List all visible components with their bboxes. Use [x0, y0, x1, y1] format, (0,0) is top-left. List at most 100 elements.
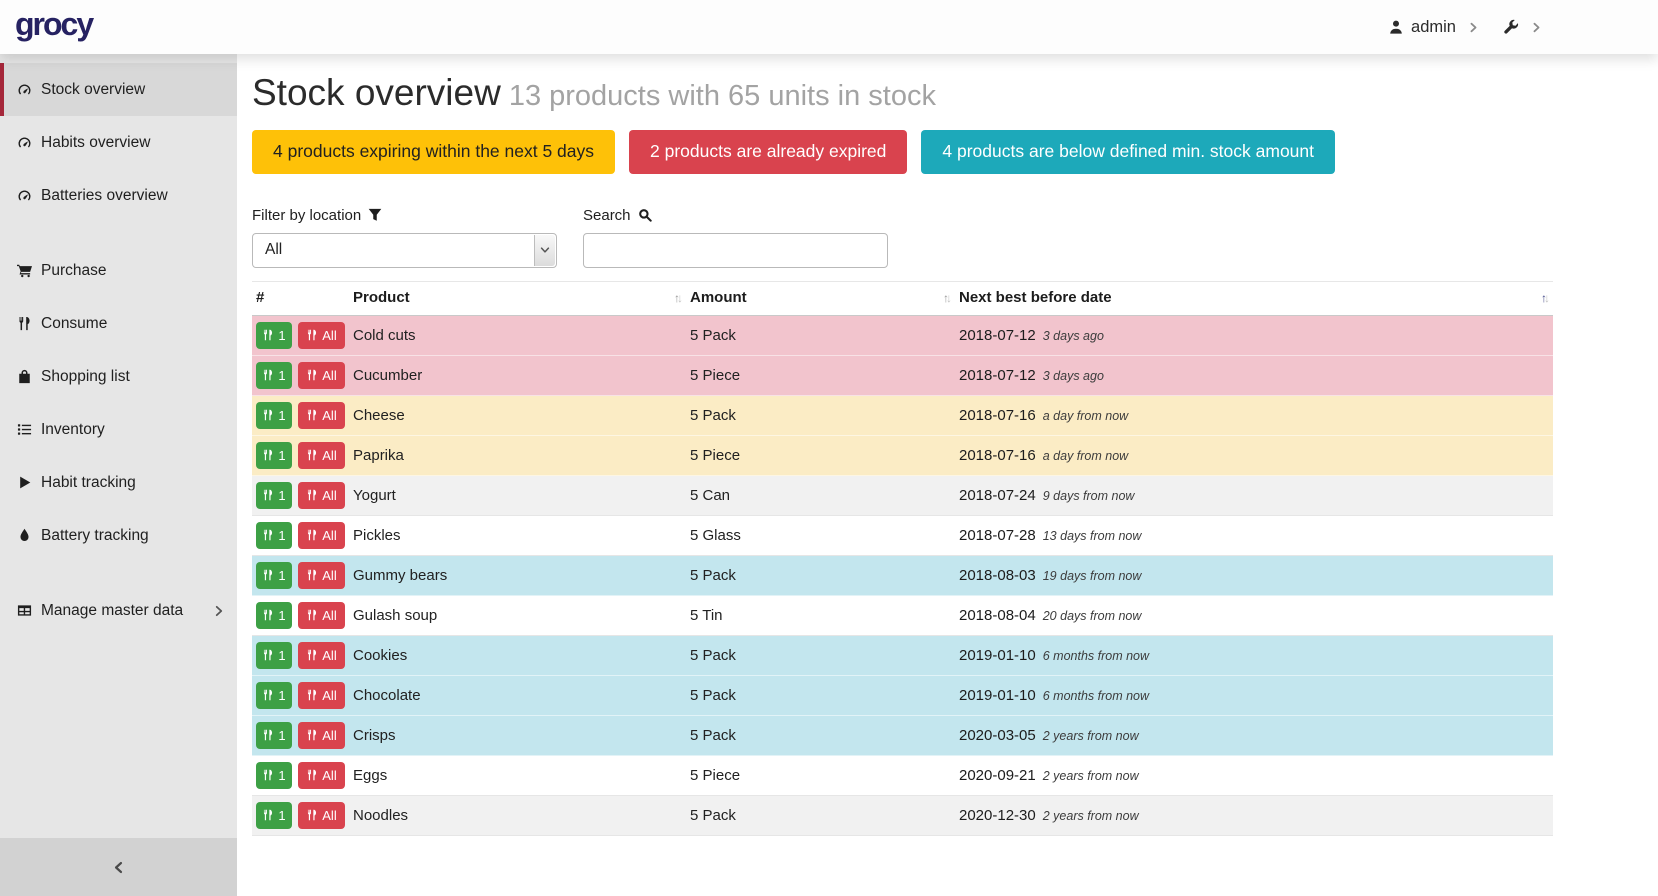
- table-row: 1 All Cold cuts 5 Pack 2018-07-12 3 days …: [252, 315, 1553, 356]
- best-before-date: 2018-08-04: [959, 606, 1036, 624]
- relative-time: a day from now: [1042, 408, 1129, 423]
- table-row: 1 All Cheese 5 Pack 2018-07-16 a day from…: [252, 395, 1553, 436]
- consume-one-button[interactable]: 1: [256, 721, 292, 749]
- sidebar-item-inventory[interactable]: Inventory: [0, 403, 237, 456]
- consume-one-button[interactable]: 1: [256, 681, 292, 709]
- consume-one-button[interactable]: 1: [256, 441, 292, 469]
- amount-cell: 5 Glass: [690, 526, 741, 544]
- table-row: 1 All Pickles 5 Glass 2018-07-28 13 days …: [252, 515, 1553, 556]
- best-before-cell: 2019-01-10 6 months from now: [955, 635, 1553, 675]
- sidebar-item-shopping-list[interactable]: Shopping list: [0, 350, 237, 403]
- filter-by-location-label: Filter by location: [252, 207, 557, 224]
- consume-all-button[interactable]: All: [298, 321, 345, 349]
- cutlery-icon: [17, 316, 32, 331]
- sidebar-item-battery-tracking[interactable]: Battery tracking: [0, 509, 237, 562]
- consume-all-button[interactable]: All: [298, 761, 345, 789]
- column-header-best-before[interactable]: Next best before date ↑↓: [955, 280, 1553, 316]
- consume-all-button[interactable]: All: [298, 441, 345, 469]
- relative-time: 9 days from now: [1042, 488, 1135, 503]
- consume-all-button[interactable]: All: [298, 521, 345, 549]
- consume-all-button[interactable]: All: [298, 561, 345, 589]
- cutlery-icon: [262, 729, 274, 741]
- consume-one-button[interactable]: 1: [256, 601, 292, 629]
- status-badge[interactable]: 4 products are below defined min. stock …: [921, 129, 1335, 174]
- cutlery-icon: [306, 769, 318, 781]
- cutlery-icon: [306, 489, 318, 501]
- consume-all-button[interactable]: All: [298, 721, 345, 749]
- sidebar-item-habit-tracking[interactable]: Habit tracking: [0, 456, 237, 509]
- cutlery-icon: [262, 449, 274, 461]
- chevron-left-icon: [112, 861, 125, 874]
- relative-time: 6 months from now: [1042, 648, 1150, 663]
- sidebar: Stock overview Habits overview Batteries o…: [0, 54, 237, 896]
- chevron-right-icon[interactable]: [1468, 22, 1479, 33]
- sort-icon[interactable]: ↑↓: [943, 290, 952, 305]
- search-input[interactable]: [583, 232, 888, 268]
- cutlery-icon: [262, 529, 274, 541]
- table-row: 1 All Gummy bears 5 Pack 2018-08-03 19 da…: [252, 555, 1553, 596]
- best-before-cell: 2020-03-05 2 years from now: [955, 715, 1553, 755]
- consume-one-button[interactable]: 1: [256, 321, 292, 349]
- consume-one-button[interactable]: 1: [256, 401, 292, 429]
- status-badge[interactable]: 2 products are already expired: [629, 129, 908, 174]
- sidebar-item-purchase[interactable]: Purchase: [0, 244, 237, 297]
- sidebar-item-label: Manage master data: [41, 601, 184, 619]
- status-badge[interactable]: 4 products expiring within the next 5 da…: [252, 129, 616, 174]
- consume-all-button[interactable]: All: [298, 401, 345, 429]
- consume-all-button[interactable]: All: [298, 641, 345, 669]
- consume-one-button[interactable]: 1: [256, 361, 292, 389]
- sidebar-actions-group: Purchase Consume Shopping list Inventory Hab…: [0, 244, 237, 562]
- consume-all-button[interactable]: All: [298, 801, 345, 829]
- sidebar-item-label: Habits overview: [41, 133, 151, 151]
- consume-all-button[interactable]: All: [298, 361, 345, 389]
- sidebar-item-consume[interactable]: Consume: [0, 297, 237, 350]
- search-label: Search: [583, 207, 888, 224]
- sidebar-item-batteries-overview[interactable]: Batteries overview: [0, 169, 237, 222]
- product-name: Eggs: [353, 766, 388, 784]
- filter-icon: [368, 208, 382, 222]
- best-before-cell: 2018-07-24 9 days from now: [955, 475, 1553, 515]
- bag-icon: [17, 369, 32, 384]
- sidebar-item-manage-master-data[interactable]: Manage master data: [0, 584, 237, 637]
- settings-menu[interactable]: [1503, 19, 1519, 35]
- location-filter-select[interactable]: All: [252, 232, 557, 268]
- sidebar-item-label: Batteries overview: [41, 186, 168, 204]
- consume-one-button[interactable]: 1: [256, 641, 292, 669]
- product-name: Cucumber: [353, 366, 423, 384]
- top-bar: grocy admin: [0, 0, 1658, 54]
- cutlery-icon: [262, 409, 274, 421]
- consume-one-button[interactable]: 1: [256, 521, 292, 549]
- relative-time: 2 years from now: [1042, 808, 1139, 823]
- best-before-cell: 2020-12-30 2 years from now: [955, 795, 1553, 835]
- relative-time: a day from now: [1042, 448, 1129, 463]
- sidebar-item-stock-overview[interactable]: Stock overview: [0, 63, 237, 116]
- best-before-cell: 2018-07-16 a day from now: [955, 395, 1553, 435]
- consume-one-button[interactable]: 1: [256, 801, 292, 829]
- sort-icon[interactable]: ↑↓: [1541, 290, 1550, 305]
- column-header-amount[interactable]: Amount ↑↓: [686, 280, 955, 316]
- column-header-product[interactable]: Product ↑↓: [349, 280, 686, 316]
- amount-cell: 5 Pack: [690, 566, 736, 584]
- cutlery-icon: [262, 489, 274, 501]
- amount-cell: 5 Piece: [690, 446, 741, 464]
- consume-all-button[interactable]: All: [298, 601, 345, 629]
- consume-all-button[interactable]: All: [298, 681, 345, 709]
- consume-one-button[interactable]: 1: [256, 561, 292, 589]
- best-before-date: 2020-09-21: [959, 766, 1036, 784]
- cutlery-icon: [306, 529, 318, 541]
- chevron-right-icon: [213, 605, 225, 617]
- chevron-right-icon[interactable]: [1531, 22, 1542, 33]
- best-before-cell: 2018-08-03 19 days from now: [955, 555, 1553, 595]
- sidebar-item-habits-overview[interactable]: Habits overview: [0, 116, 237, 169]
- cutlery-icon: [306, 609, 318, 621]
- sort-icon[interactable]: ↑↓: [674, 290, 683, 305]
- consume-one-button[interactable]: 1: [256, 761, 292, 789]
- user-menu[interactable]: admin: [1388, 18, 1456, 37]
- consume-one-button[interactable]: 1: [256, 481, 292, 509]
- consume-all-button[interactable]: All: [298, 481, 345, 509]
- product-name: Yogurt: [353, 486, 396, 504]
- sidebar-item-label: Habit tracking: [41, 473, 136, 491]
- grocy-logo[interactable]: grocy: [15, 6, 94, 42]
- main-content: Stock overview 13 products with 65 units …: [237, 54, 1658, 896]
- sidebar-collapse-button[interactable]: [0, 838, 237, 896]
